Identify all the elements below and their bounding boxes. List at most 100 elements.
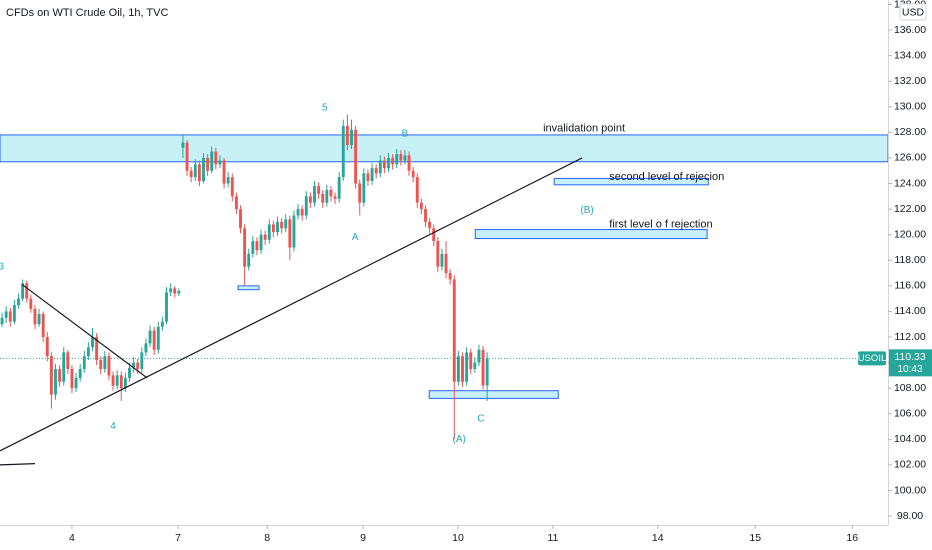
candle-body xyxy=(33,308,37,325)
candle-body xyxy=(304,196,308,216)
chart-title: CFDs on WTI Crude Oil, 1h, TVC xyxy=(6,7,168,19)
currency-box xyxy=(899,3,927,21)
wave-label: 5 xyxy=(322,103,328,114)
candle-body xyxy=(358,183,362,203)
candle-body xyxy=(341,125,345,178)
candle-body xyxy=(259,234,263,251)
candle-body xyxy=(382,160,386,169)
candle-body xyxy=(136,362,140,369)
candle-body xyxy=(99,360,103,369)
candle-body xyxy=(403,155,407,161)
candle-body xyxy=(432,228,436,242)
candle-body xyxy=(292,215,296,248)
note: second level of rejecion xyxy=(609,171,724,183)
candle-body xyxy=(419,202,423,210)
candle-body xyxy=(4,311,8,318)
x-tick-label: 7 xyxy=(175,532,181,544)
candle-body xyxy=(444,253,448,274)
candle-body xyxy=(473,362,477,369)
candle-body xyxy=(169,288,173,293)
candle-body xyxy=(411,170,415,178)
candle-body xyxy=(29,298,33,309)
candle-body xyxy=(440,253,444,267)
candle-body xyxy=(111,375,115,386)
candle-body xyxy=(230,177,234,197)
candle-body xyxy=(214,151,218,165)
candle-body xyxy=(448,273,452,280)
candle-body xyxy=(399,154,403,161)
trend-line xyxy=(21,284,148,379)
y-tick-label: 136.00 xyxy=(894,24,926,36)
candle-body xyxy=(469,352,473,369)
candle-body xyxy=(436,241,440,267)
zone xyxy=(237,285,260,291)
candle-body xyxy=(78,368,82,378)
plot-area: invalidation point second level of rejeci… xyxy=(0,103,889,466)
y-tick-label: 124.00 xyxy=(894,177,926,189)
candle-body xyxy=(165,292,168,322)
candle-body xyxy=(95,336,99,361)
candle-body xyxy=(119,375,123,389)
candle-body xyxy=(247,253,251,267)
candle-body xyxy=(415,177,419,203)
y-tick-label: 122.00 xyxy=(894,203,926,215)
candle-body xyxy=(107,356,111,376)
candle-body xyxy=(255,241,259,251)
candle-body xyxy=(82,356,86,369)
y-tick-label: 100.00 xyxy=(894,484,926,496)
candle-body xyxy=(0,317,4,325)
candle-body xyxy=(206,157,210,171)
candle-body xyxy=(74,377,78,389)
y-tick-label: 98.00 xyxy=(897,510,923,522)
candle-body xyxy=(465,352,469,382)
candle-body xyxy=(288,219,292,248)
y-tick-label: 108.00 xyxy=(894,382,926,394)
x-tick-label: 11 xyxy=(547,532,558,544)
zone xyxy=(474,229,708,240)
wave-label: (A) xyxy=(453,434,466,445)
y-tick-label: 102.00 xyxy=(894,459,926,471)
candle-body xyxy=(115,375,119,386)
candle-body xyxy=(337,177,341,199)
candle-body xyxy=(54,368,57,395)
candle-body xyxy=(243,228,247,267)
candle-body xyxy=(370,168,374,181)
y-tick-label: 134.00 xyxy=(894,49,926,61)
candle-body xyxy=(424,209,427,222)
x-tick-label: 9 xyxy=(360,532,366,544)
candle-body xyxy=(177,290,181,294)
candle-body xyxy=(8,311,12,322)
candle-body xyxy=(140,352,144,369)
candle-body xyxy=(428,221,432,229)
candle-body xyxy=(308,196,312,203)
candle-body xyxy=(49,356,53,395)
candle-body xyxy=(374,168,378,174)
candle-body xyxy=(350,129,353,146)
candle-body xyxy=(284,219,288,229)
candle-body xyxy=(160,321,164,327)
candle-body xyxy=(461,356,464,382)
candle-body xyxy=(86,347,90,357)
candle-body xyxy=(378,160,382,174)
candle-body xyxy=(300,209,304,216)
candle-body xyxy=(366,173,370,181)
zone xyxy=(428,390,559,399)
wave-label: B xyxy=(402,128,409,139)
candle-body xyxy=(333,196,337,199)
y-tick-label: 128.00 xyxy=(894,126,926,138)
wave-label: 3 xyxy=(0,261,4,272)
x-tick-label: 4 xyxy=(69,532,75,544)
candle-body xyxy=(181,142,185,148)
trend-line xyxy=(0,463,35,466)
y-tick-label: 104.00 xyxy=(894,433,926,445)
candle-body xyxy=(37,313,41,325)
y-tick-label: 114.00 xyxy=(894,305,925,317)
candle-body xyxy=(234,196,238,210)
candle-body xyxy=(91,336,94,348)
x-tick-label: 14 xyxy=(652,532,664,544)
y-tick-label: 118.00 xyxy=(894,254,925,266)
x-tick-label: 8 xyxy=(264,532,270,544)
candle-body xyxy=(321,193,325,203)
candle-body xyxy=(210,151,214,171)
